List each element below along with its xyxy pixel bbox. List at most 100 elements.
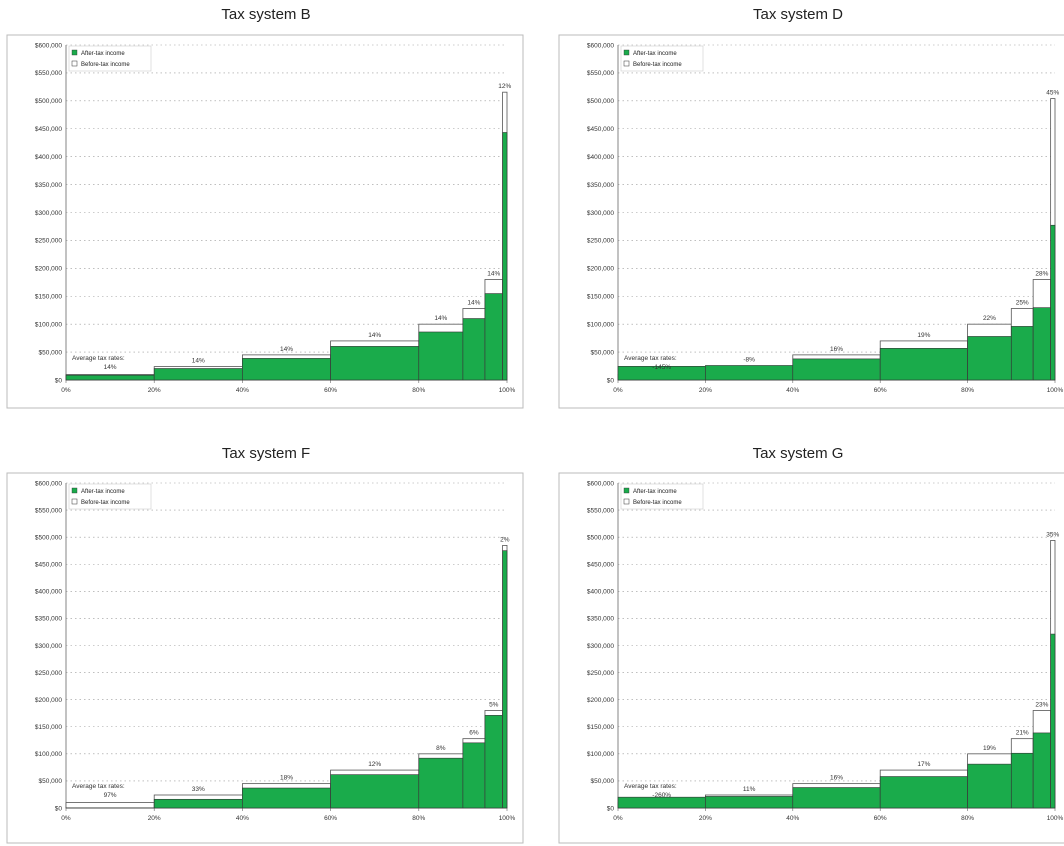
legend-label-after-tax: After-tax income bbox=[633, 51, 677, 57]
x-tick-label: 40% bbox=[786, 387, 799, 394]
tax-rate-label: -8% bbox=[743, 356, 755, 363]
y-tick-label: $100,000 bbox=[587, 751, 614, 758]
chart-panel-d: Tax system D $0 $50,000 $100,000 $150,000 $2… bbox=[532, 0, 1064, 423]
y-tick-label: $200,000 bbox=[587, 266, 614, 273]
x-tick-label: 0% bbox=[61, 815, 71, 822]
tax-rate-label: -145% bbox=[652, 364, 671, 371]
y-tick-label: $350,000 bbox=[35, 182, 62, 189]
y-tick-label: $600,000 bbox=[35, 480, 62, 487]
y-tick-label: $50,000 bbox=[591, 778, 615, 785]
tax-rate-label: 23% bbox=[1035, 702, 1048, 709]
bar-after-tax bbox=[705, 796, 794, 809]
bar-after-tax bbox=[153, 368, 243, 381]
tax-rate-label: 19% bbox=[917, 332, 930, 339]
tax-rate-label: 25% bbox=[1016, 300, 1029, 307]
legend-label-before-tax: Before-tax income bbox=[633, 62, 682, 68]
chart-panel-g: Tax system G $0 $50,000 $100,000 $150,000 $2… bbox=[532, 423, 1064, 846]
bar-before-tax bbox=[65, 802, 155, 809]
x-tick-label: 20% bbox=[699, 815, 712, 822]
y-tick-label: $0 bbox=[607, 805, 615, 812]
legend-box bbox=[620, 45, 704, 72]
legend-swatch-after-tax bbox=[71, 487, 78, 494]
y-tick-label: $250,000 bbox=[35, 238, 62, 245]
tax-rate-label: 12% bbox=[498, 83, 511, 90]
x-tick-label: 100% bbox=[499, 815, 516, 822]
x-tick-label: 60% bbox=[874, 815, 887, 822]
chart-svg-f: $0 $50,000 $100,000 $150,000 $200,000 $250,00… bbox=[6, 472, 524, 844]
chart-title: Tax system G bbox=[752, 445, 844, 462]
average-tax-rates-label: Average tax rates: bbox=[72, 355, 125, 362]
y-tick-label: $0 bbox=[55, 805, 63, 812]
y-tick-label: $400,000 bbox=[35, 589, 62, 596]
y-tick-label: $150,000 bbox=[587, 294, 614, 301]
tax-rate-label: 16% bbox=[830, 346, 843, 353]
y-tick-label: $300,000 bbox=[587, 210, 614, 217]
x-tick-label: 80% bbox=[412, 387, 425, 394]
y-tick-label: $450,000 bbox=[35, 562, 62, 569]
bar-after-tax bbox=[1010, 326, 1034, 381]
y-tick-label: $600,000 bbox=[35, 42, 62, 49]
y-tick-label: $350,000 bbox=[587, 182, 614, 189]
bar-after-tax bbox=[967, 336, 1012, 381]
y-tick-label: $300,000 bbox=[587, 643, 614, 650]
x-tick-label: 40% bbox=[236, 815, 249, 822]
chart-title: Tax system B bbox=[221, 6, 311, 23]
tax-rate-label: 14% bbox=[192, 358, 205, 365]
x-tick-label: 20% bbox=[148, 815, 161, 822]
y-tick-label: $250,000 bbox=[587, 670, 614, 677]
y-tick-label: $450,000 bbox=[587, 562, 614, 569]
bar-after-tax bbox=[879, 776, 968, 809]
x-tick-label: 80% bbox=[412, 815, 425, 822]
legend-label-after-tax: After-tax income bbox=[81, 51, 125, 57]
tax-rate-label: 45% bbox=[1046, 90, 1059, 97]
y-tick-label: $500,000 bbox=[587, 534, 614, 541]
y-tick-label: $0 bbox=[55, 377, 63, 384]
chart-svg-b: $0 $50,000 $100,000 $150,000 $200,000 $250,00… bbox=[6, 34, 524, 409]
y-tick-label: $50,000 bbox=[39, 349, 63, 356]
y-tick-label: $50,000 bbox=[39, 778, 63, 785]
tax-rate-label: 16% bbox=[830, 775, 843, 782]
x-tick-label: 100% bbox=[1047, 387, 1064, 394]
tax-rate-label: 18% bbox=[280, 775, 293, 782]
x-tick-label: 60% bbox=[874, 387, 887, 394]
tax-rate-label: 8% bbox=[436, 745, 446, 752]
y-tick-label: $300,000 bbox=[35, 643, 62, 650]
tax-rate-label: 21% bbox=[1016, 730, 1029, 737]
y-tick-label: $200,000 bbox=[35, 266, 62, 273]
y-tick-label: $200,000 bbox=[35, 697, 62, 704]
legend-swatch-after-tax bbox=[623, 49, 630, 56]
legend-box bbox=[620, 483, 704, 510]
legend-box bbox=[68, 483, 152, 510]
x-tick-label: 0% bbox=[613, 387, 623, 394]
y-tick-label: $250,000 bbox=[35, 670, 62, 677]
y-tick-label: $600,000 bbox=[587, 480, 614, 487]
y-tick-label: $500,000 bbox=[35, 534, 62, 541]
y-tick-label: $100,000 bbox=[587, 321, 614, 328]
tax-rate-label: 22% bbox=[983, 315, 996, 322]
chart-svg-g: $0 $50,000 $100,000 $150,000 $200,000 $250,00… bbox=[558, 472, 1064, 844]
legend-label-after-tax: After-tax income bbox=[81, 489, 125, 495]
tax-rate-label: 5% bbox=[489, 702, 499, 709]
y-tick-label: $150,000 bbox=[35, 724, 62, 731]
y-tick-label: $50,000 bbox=[591, 349, 615, 356]
legend-swatch-after-tax bbox=[71, 49, 78, 56]
tax-rate-label: -260% bbox=[652, 792, 671, 799]
bar-after-tax bbox=[330, 346, 420, 381]
bar-after-tax bbox=[462, 318, 486, 381]
legend-swatch-before-tax bbox=[71, 498, 78, 505]
bar-after-tax bbox=[502, 132, 508, 381]
tax-rate-label: 11% bbox=[743, 786, 756, 793]
y-tick-label: $400,000 bbox=[587, 589, 614, 596]
y-tick-label: $150,000 bbox=[35, 294, 62, 301]
bar-after-tax bbox=[1050, 224, 1056, 381]
chart-frame bbox=[558, 34, 1064, 409]
x-tick-label: 20% bbox=[699, 387, 712, 394]
legend-label-before-tax: Before-tax income bbox=[81, 62, 130, 68]
y-tick-label: $100,000 bbox=[35, 321, 62, 328]
y-tick-label: $550,000 bbox=[587, 70, 614, 77]
bar-after-tax bbox=[242, 358, 331, 381]
bar-after-tax bbox=[484, 715, 503, 809]
bar-after-tax bbox=[462, 742, 486, 809]
x-tick-label: 60% bbox=[324, 387, 337, 394]
bar-after-tax bbox=[1032, 307, 1051, 381]
